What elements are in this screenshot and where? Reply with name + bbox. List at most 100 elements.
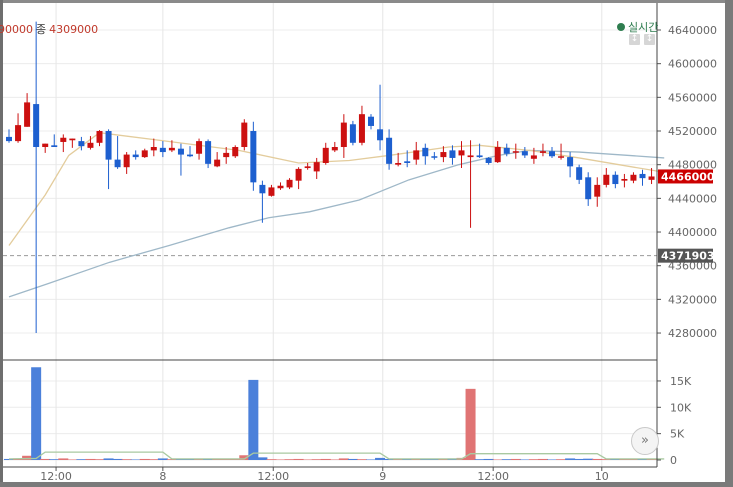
price-tick-label: 4480000 [668,159,717,172]
candle-down [6,136,12,142]
candle-up [268,187,275,196]
candle-up [331,147,338,151]
candle-up [558,156,565,158]
volume-bar [393,459,404,460]
volume-bar [139,458,150,460]
candle-up [621,178,628,181]
candle-down [205,141,212,164]
candle-up [123,154,130,168]
candle-up [594,184,601,197]
volume-bar [257,457,268,460]
volume-bar [266,459,277,460]
price-tick-label: 4320000 [668,293,717,306]
candle-down [476,155,483,158]
candle-up [539,151,546,153]
volume-bar [157,458,168,460]
volume-bar [547,459,557,460]
candle-up [530,155,537,159]
window-border-bottom [0,482,733,487]
candle-up [395,162,402,165]
price-tick-label: 4440000 [668,192,717,205]
candle-down [187,154,193,157]
volume-bar [194,459,205,460]
volume-bar [510,458,521,460]
candle-up [440,152,447,158]
price-tick-label: 4640000 [668,24,717,37]
candle-up [603,174,610,185]
volume-bar [565,458,576,460]
volume-bar [465,388,476,460]
candle-down [521,151,528,156]
candle-down [78,141,85,147]
candle-up [467,155,474,158]
volume-bar [94,459,105,460]
candle-up [241,122,248,148]
realtime-toggle[interactable]: 실시간 [617,19,658,35]
time-tick-label: 9 [379,470,386,483]
volume-bar [375,457,386,460]
volume-bar [601,459,612,460]
candle-down [431,156,438,158]
volume-bar [366,459,376,460]
candle-up [277,185,284,189]
volume-bar [67,459,78,460]
volume-tick-label: 5K [670,428,685,441]
candle-up [141,150,148,158]
candle-up [512,151,519,153]
time-tick-label: 12:00 [40,470,72,483]
volume-bar [528,459,539,460]
volume-tick-label: 10K [670,401,692,414]
scroll-up-icon[interactable]: ↕ [629,34,640,45]
volume-ma-line [8,451,665,460]
volume-bar [112,458,123,460]
price-tick-label: 4280000 [668,327,717,340]
volume-bar [311,459,322,460]
candle-down [585,177,592,200]
scrollbar-right[interactable] [725,0,733,487]
candle-down [422,147,429,157]
candle-down [349,124,356,143]
volume-bar [619,459,630,460]
candle-up [24,102,31,127]
volume-bar [4,458,14,460]
candle-down [159,147,166,153]
ma-long-line [8,149,665,298]
candle-down [404,161,411,163]
volume-bar [583,458,594,460]
grid [3,3,657,467]
volume-bar [537,458,548,460]
price-tick-label: 4400000 [668,226,717,239]
candle-up [223,152,230,158]
mini-controls: ↕ ↕ [629,34,655,45]
volume-bar [338,458,349,460]
time-tick-label: 8 [159,470,166,483]
candle-up [15,125,22,142]
time-tick-label: 10 [595,470,609,483]
volume-bar [239,455,250,460]
volume-bar [519,459,530,460]
volume-bar [130,459,141,460]
legend-close-value: 4309000 [49,23,99,36]
volume-bar [148,459,159,460]
candle-down [567,157,574,167]
candle-up [322,147,329,163]
candle-down [250,131,257,183]
candle-down [576,167,583,180]
volume-bar [501,459,512,460]
candle-up [42,143,49,148]
volume-bar [40,458,51,460]
scroll-down-icon[interactable]: ↕ [644,34,655,45]
volume-bar [411,459,422,460]
candle-up [60,137,67,142]
candle-down [612,174,619,185]
candle-down [639,173,646,179]
candle-down [386,137,393,164]
candle-up [69,138,76,141]
moving-averages [8,132,665,298]
scroll-to-latest-button[interactable]: » [631,427,659,455]
candle-down [259,184,266,194]
volume-bar [275,459,286,460]
volume-bar [592,458,603,460]
candle-up [96,131,103,143]
